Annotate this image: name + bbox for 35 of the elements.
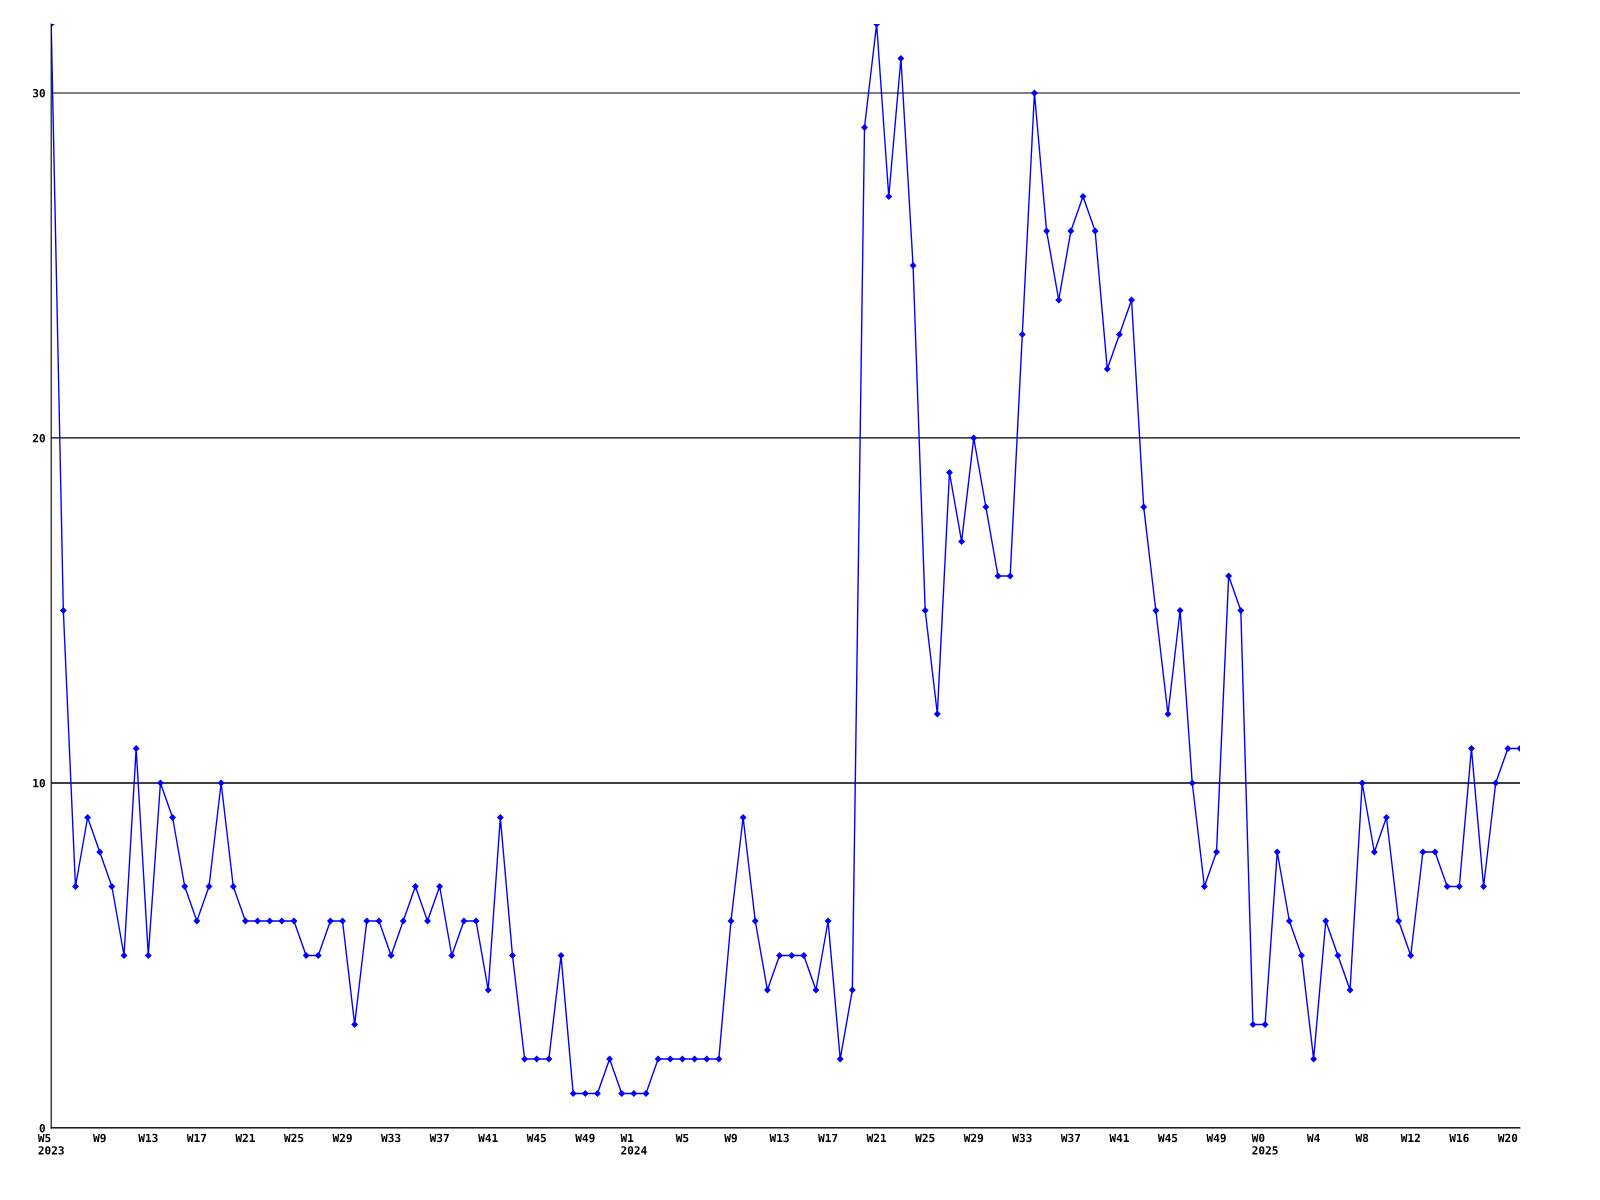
x-tick-label: W13 xyxy=(769,1133,789,1143)
y-tick-label: 30 xyxy=(32,88,45,98)
x-tick-label: W41 xyxy=(1109,1133,1129,1142)
x-tick-label: W25 xyxy=(283,1133,304,1143)
x-tick-label: W1 2024 xyxy=(620,1133,647,1155)
x-tick-label: W41 xyxy=(478,1133,498,1142)
x-tick-label: W33 xyxy=(381,1133,401,1143)
x-tick-label: W45 xyxy=(1157,1133,1178,1143)
x-tick-label: W45 xyxy=(526,1133,547,1143)
x-tick-label: W12 xyxy=(1400,1133,1420,1142)
x-tick-label: W21 xyxy=(866,1133,887,1142)
x-tick-label: W5 xyxy=(675,1133,689,1143)
x-tick-label: W29 xyxy=(963,1133,984,1143)
x-tick-label: W16 xyxy=(1449,1133,1469,1143)
x-tick-label: W21 xyxy=(235,1133,255,1142)
x-tick-label: W13 xyxy=(138,1133,158,1143)
x-tick-label: W5 2023 xyxy=(37,1133,64,1155)
x-tick-label: W17 xyxy=(186,1133,207,1142)
x-tick-label: W37 xyxy=(1060,1133,1081,1143)
y-tick-label: 0 xyxy=(39,1123,45,1133)
x-tick-label: W9 xyxy=(93,1133,106,1143)
x-tick-label: W25 xyxy=(915,1133,935,1143)
x-tick-label: W0 2025 xyxy=(1251,1133,1278,1155)
x-tick-label: W17 xyxy=(818,1133,838,1142)
x-tick-label: W29 xyxy=(332,1133,352,1143)
x-tick-label: W4 xyxy=(1306,1133,1320,1142)
x-tick-label: W9 xyxy=(724,1133,737,1143)
x-tick-label: W33 xyxy=(1012,1133,1032,1143)
x-tick-label: W49 xyxy=(1206,1133,1226,1143)
x-tick-label: W20 xyxy=(1497,1133,1518,1143)
x-tick-label: W37 xyxy=(429,1133,449,1143)
y-tick-label: 10 xyxy=(33,778,45,788)
x-tick-label: W49 xyxy=(575,1133,595,1143)
x-tick-label: W8 xyxy=(1355,1133,1369,1143)
y-tick-label: 20 xyxy=(32,433,45,443)
